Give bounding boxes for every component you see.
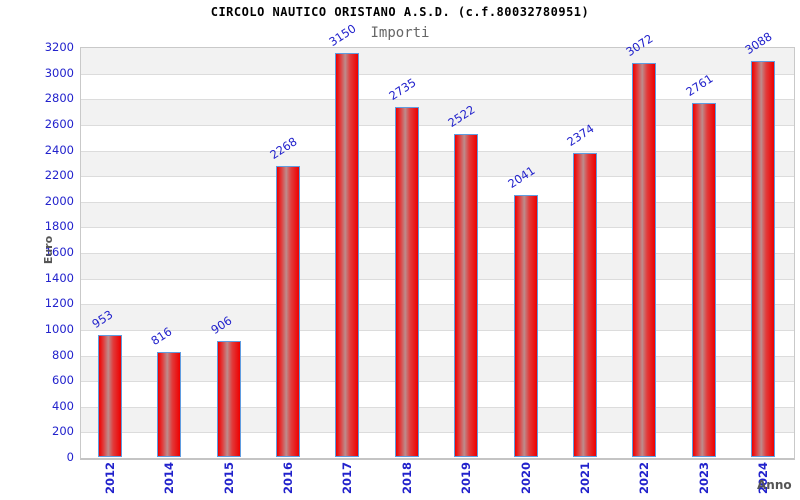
x-tick-label-2018: 2018 bbox=[399, 462, 414, 495]
bar-2022 bbox=[632, 63, 657, 457]
y-tick-label: 1800 bbox=[44, 219, 74, 234]
x-tick-label-2017: 2017 bbox=[340, 462, 355, 495]
bar-2017 bbox=[335, 53, 360, 457]
y-tick-label: 0 bbox=[66, 450, 74, 464]
x-axis-title: Anno bbox=[757, 478, 792, 492]
plot-band bbox=[81, 432, 794, 458]
plot-band bbox=[81, 227, 794, 253]
y-tick-label: 2800 bbox=[44, 91, 74, 106]
x-tick-label-2015: 2015 bbox=[221, 462, 236, 495]
gridline bbox=[81, 227, 794, 229]
bar-2021 bbox=[573, 152, 598, 457]
x-tick-label-2016: 2016 bbox=[280, 462, 295, 495]
y-tick-label: 1200 bbox=[44, 296, 74, 311]
y-tick-label: 1000 bbox=[44, 321, 74, 336]
y-tick-label: 400 bbox=[52, 398, 74, 413]
plot-area bbox=[80, 47, 795, 460]
bar-2014 bbox=[157, 352, 182, 457]
plot-band bbox=[81, 381, 794, 407]
plot-band bbox=[81, 253, 794, 279]
x-tick-label-2014: 2014 bbox=[162, 462, 177, 495]
plot-band bbox=[81, 176, 794, 202]
gridline bbox=[81, 304, 794, 306]
gridline bbox=[81, 124, 794, 126]
plot-band bbox=[81, 124, 794, 151]
chart-title: CIRCOLO NAUTICO ORISTANO A.S.D. (c.f.800… bbox=[210, 5, 590, 19]
y-tick-label: 1400 bbox=[44, 270, 74, 285]
plot-band bbox=[81, 73, 794, 100]
plot-band bbox=[81, 150, 794, 177]
y-tick-label: 1600 bbox=[44, 245, 74, 259]
gridline bbox=[81, 432, 794, 434]
plot-band bbox=[81, 406, 794, 433]
gridline bbox=[81, 381, 794, 383]
y-tick-label: 200 bbox=[52, 424, 74, 439]
gridline bbox=[81, 278, 794, 280]
y-tick-label: 600 bbox=[52, 373, 74, 388]
plot-band bbox=[81, 329, 794, 356]
y-tick-label: 2600 bbox=[44, 116, 74, 131]
bar-2024 bbox=[751, 61, 776, 457]
x-tick-label-2022: 2022 bbox=[637, 462, 652, 495]
gridline bbox=[81, 150, 794, 152]
y-tick-label: 2400 bbox=[44, 142, 74, 157]
y-tick-label: 800 bbox=[52, 347, 74, 362]
plot-band bbox=[81, 48, 794, 74]
y-tick-label: 3200 bbox=[44, 40, 74, 54]
bar-2016 bbox=[275, 166, 300, 457]
x-tick-label-2021: 2021 bbox=[578, 462, 593, 495]
bar-2023 bbox=[691, 103, 716, 457]
gridline bbox=[81, 355, 794, 357]
plot-band bbox=[81, 278, 794, 305]
gridline bbox=[81, 73, 794, 75]
plot-band bbox=[81, 201, 794, 228]
x-tick-label-2019: 2019 bbox=[459, 462, 474, 495]
y-tick-label: 3000 bbox=[44, 65, 74, 80]
chart-subtitle: Importi bbox=[370, 25, 430, 41]
gridline bbox=[81, 99, 794, 101]
bar-2018 bbox=[394, 106, 419, 457]
gridline bbox=[81, 406, 794, 408]
plot-band bbox=[81, 304, 794, 330]
y-tick-label: 2000 bbox=[44, 193, 74, 208]
gridline bbox=[81, 329, 794, 331]
bar-2012 bbox=[97, 334, 122, 457]
x-tick-label-2020: 2020 bbox=[518, 462, 533, 495]
bar-2019 bbox=[454, 133, 479, 457]
bar-2020 bbox=[513, 195, 538, 457]
bar-2015 bbox=[216, 340, 241, 457]
y-tick-label: 2200 bbox=[44, 168, 74, 183]
gridline bbox=[81, 201, 794, 203]
y-axis-title: Euro bbox=[42, 235, 55, 265]
plot-band bbox=[81, 355, 794, 382]
x-tick-label-2023: 2023 bbox=[696, 462, 711, 495]
plot-band bbox=[81, 99, 794, 125]
gridline bbox=[81, 176, 794, 178]
x-tick-label-2012: 2012 bbox=[102, 462, 117, 495]
gridline bbox=[81, 253, 794, 254]
